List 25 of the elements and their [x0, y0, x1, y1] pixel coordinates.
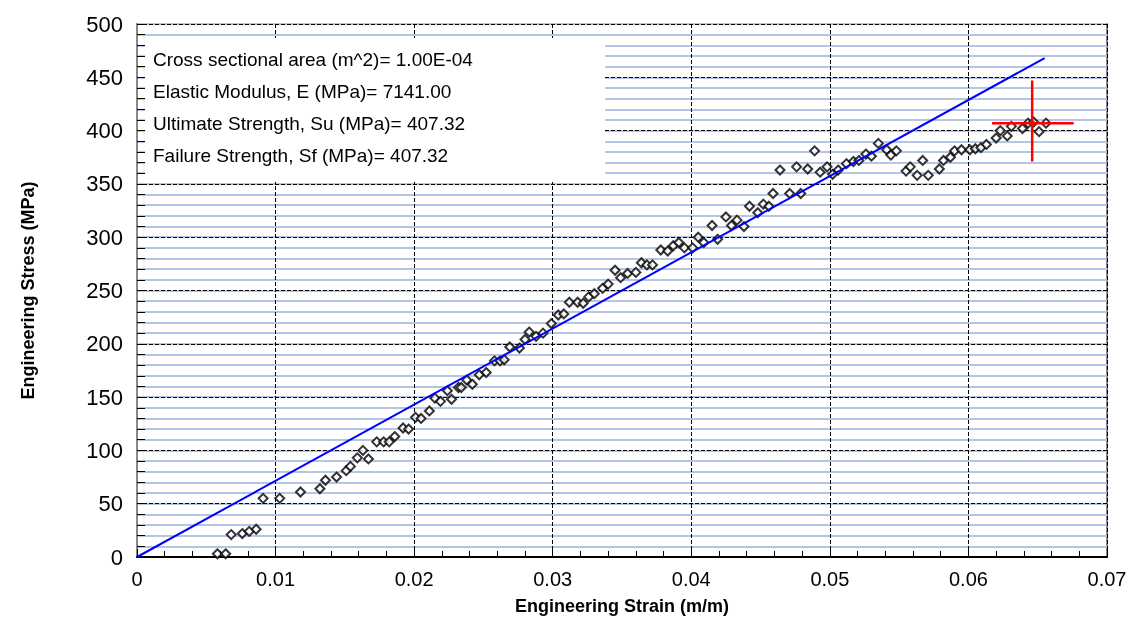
y-tick-label: 100: [86, 437, 123, 463]
y-tick-label: 0: [110, 544, 123, 570]
y-tick-label: 300: [86, 224, 123, 250]
annotation: Cross sectional area (m^2)= 1.00E-04: [153, 48, 474, 72]
x-tick-label: 0.05: [810, 568, 850, 590]
annotation: Failure Strength, Sf (MPa)= 407.32: [153, 144, 450, 168]
annotation: Ultimate Strength, Su (MPa)= 407.32: [153, 112, 467, 136]
y-tick-label: 350: [86, 171, 123, 197]
y-tick-label: 150: [86, 384, 123, 410]
x-tick-label: 0.06: [948, 568, 988, 590]
x-tick-label: 0.02: [394, 568, 434, 590]
y-tick-label: 250: [86, 278, 123, 303]
x-tick-label: 0.04: [671, 568, 711, 590]
y-tick-label: 50: [98, 491, 123, 517]
y-tick-label: 450: [86, 64, 123, 90]
x-tick-label: 0.07: [1087, 568, 1127, 590]
x-axis-title: Engineering Strain (m/m): [514, 596, 730, 616]
x-tick-label: 0: [131, 568, 143, 590]
y-tick-label: 400: [86, 118, 123, 144]
y-tick-label: 500: [86, 11, 123, 37]
x-tick-label: 0.03: [533, 568, 573, 590]
y-axis-title: Engineering Stress (MPa): [18, 181, 38, 400]
y-tick-label: 200: [86, 331, 123, 357]
annotation: Elastic Modulus, E (MPa)= 7141.00: [153, 80, 453, 104]
x-tick-label: 0.01: [256, 568, 296, 590]
